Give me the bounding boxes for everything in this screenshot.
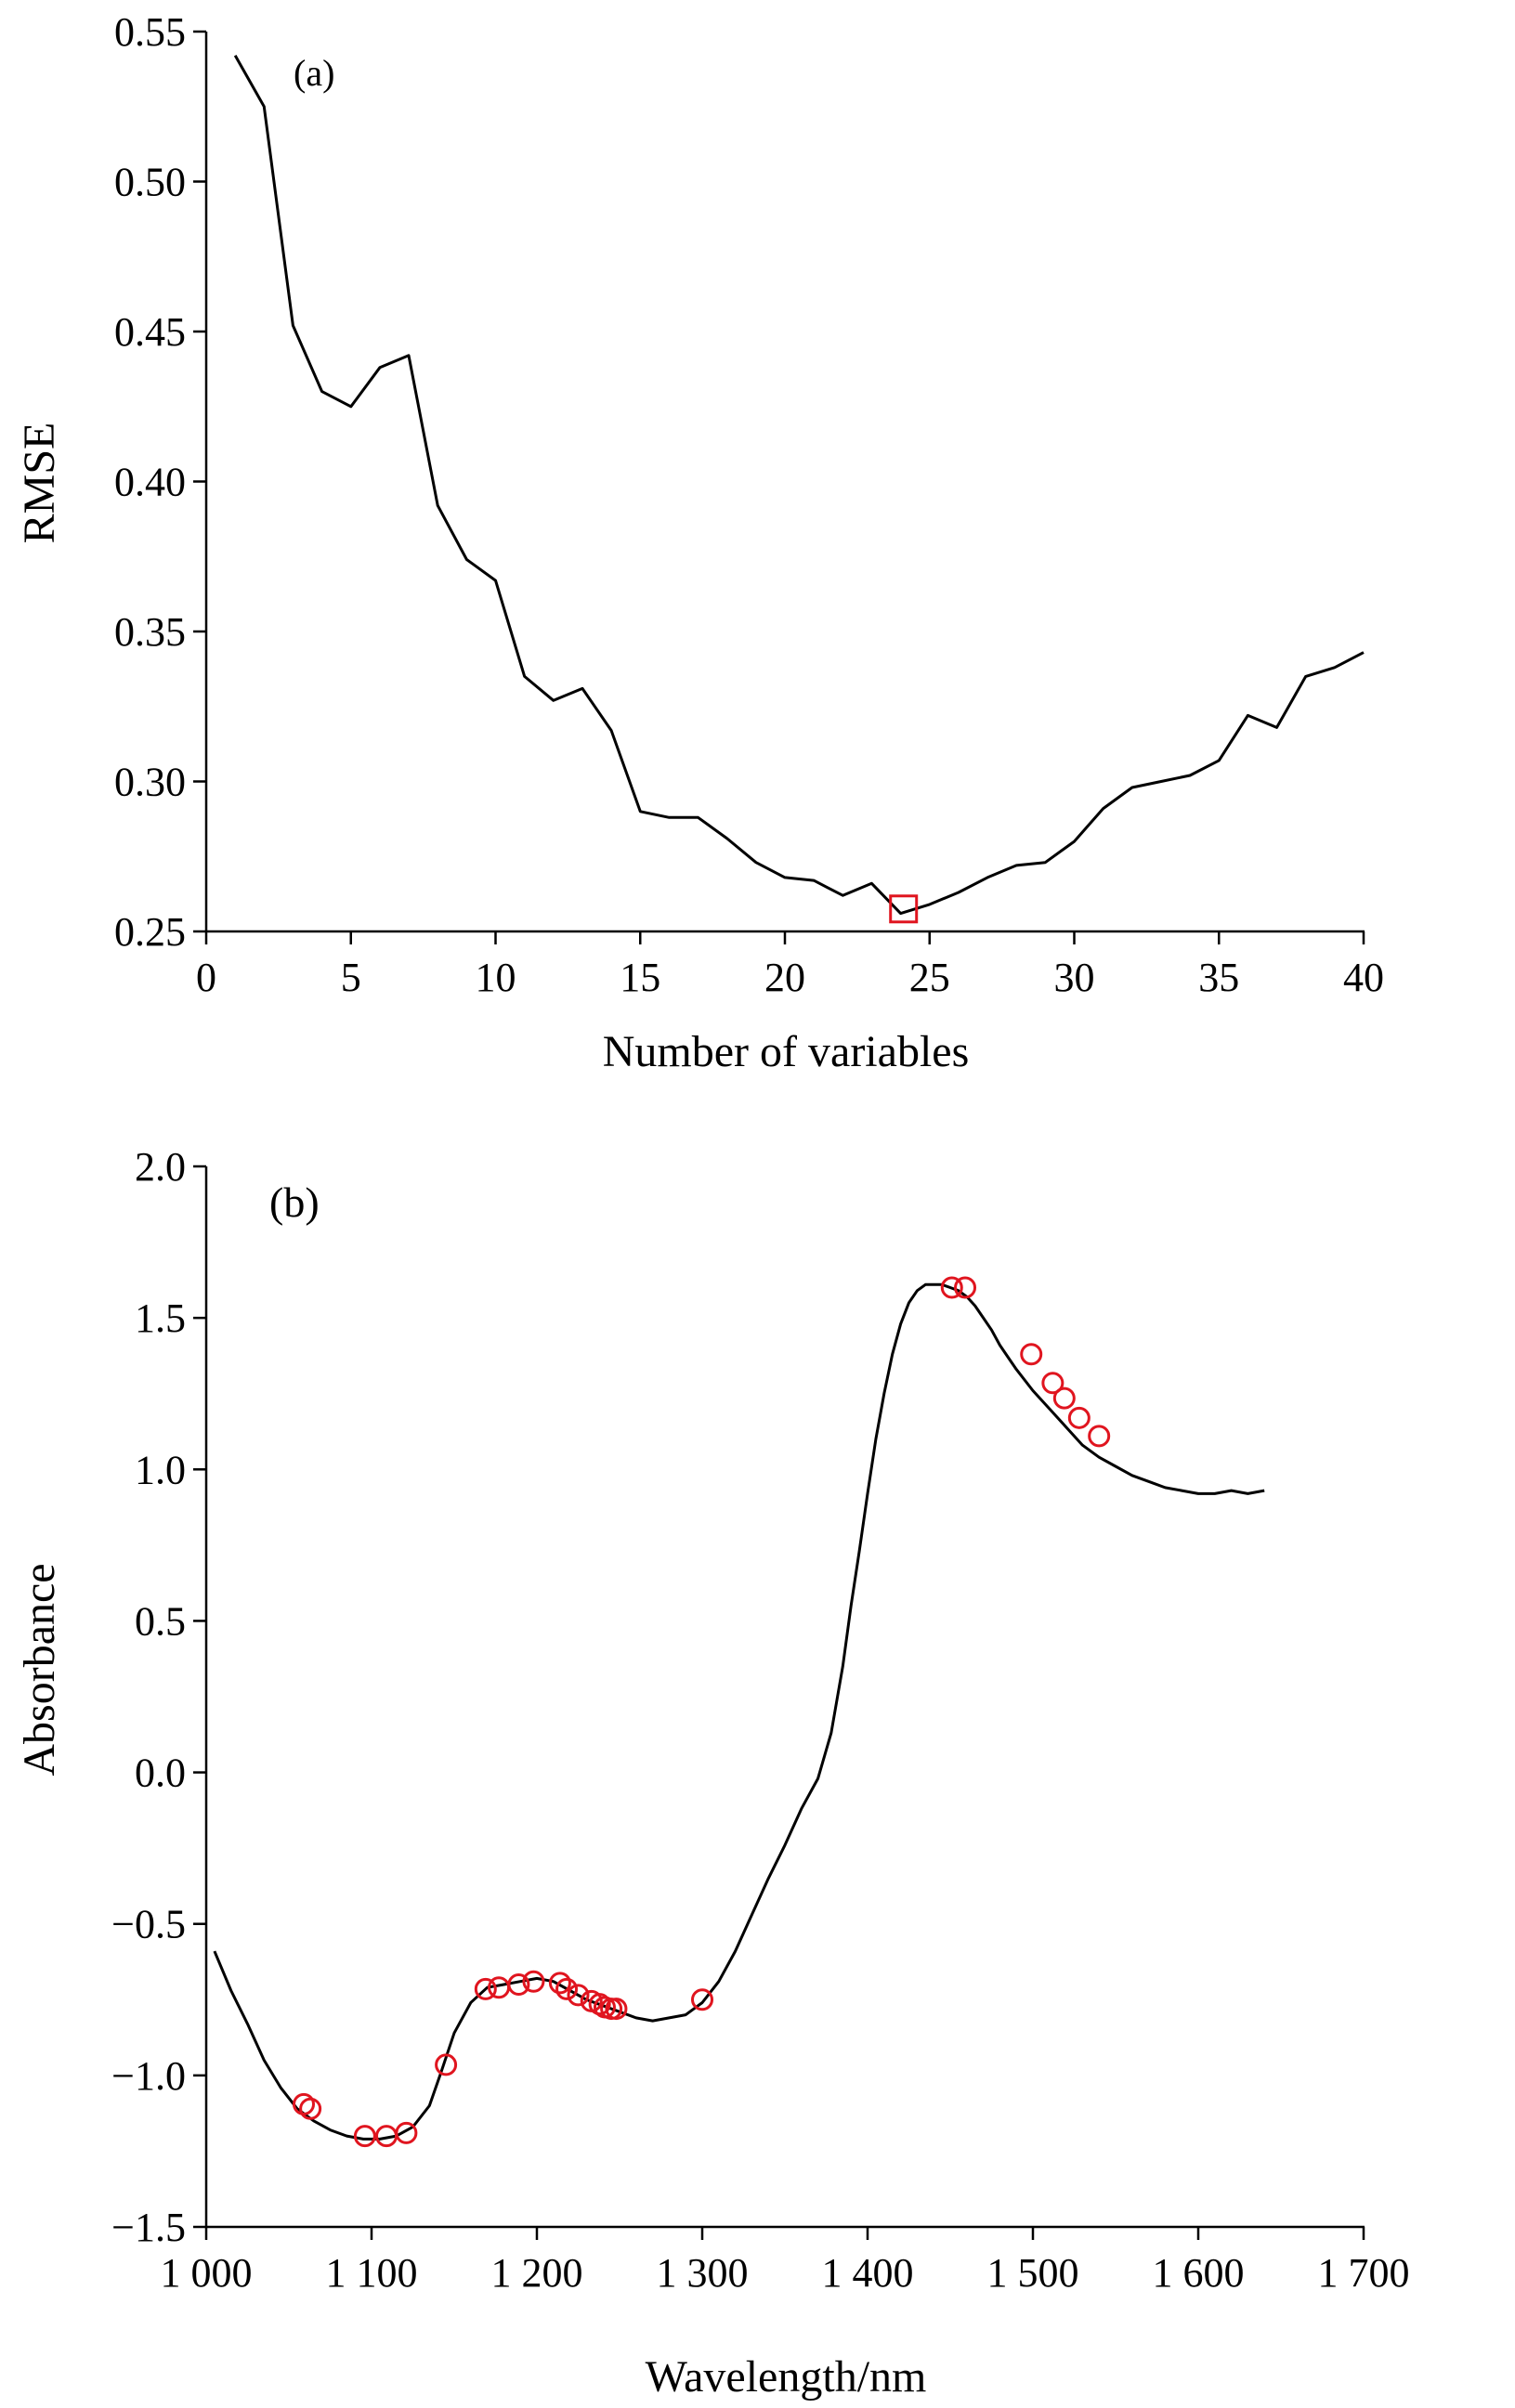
chart-a-x-tick-label: 35 bbox=[1198, 955, 1239, 1000]
chart-b-axes: 1 000 1 100 1 200 1 300 1 400 1 500 1 600 1 700… bbox=[111, 1144, 1409, 2296]
chart-a-y-tick-label: 0.25 bbox=[114, 909, 186, 955]
chart-a: (a) RMSE Number of variables 0 5 10 15 20 25 3… bbox=[15, 9, 1384, 1076]
chart-b-selected-variable-marker bbox=[293, 2092, 316, 2115]
chart-a-y-tick-label: 0.55 bbox=[114, 9, 186, 55]
chart-b-selected-variable-marker bbox=[954, 1276, 977, 1299]
chart-a-x-tick-label: 20 bbox=[764, 955, 805, 1000]
chart-b-selected-variable-marker bbox=[299, 2097, 322, 2120]
chart-b: (b) Absorbance Wavelength/nm 1 000 1 100 1… bbox=[15, 1144, 1410, 2401]
chart-b-series-line bbox=[213, 1282, 1265, 2141]
chart-b-selected-variable-marker bbox=[1067, 1406, 1091, 1429]
chart-a-x-tick-label: 40 bbox=[1343, 955, 1384, 1000]
chart-b-y-tick-label: −0.5 bbox=[111, 1902, 186, 1947]
chart-a-x-tick-label: 0 bbox=[196, 955, 216, 1000]
chart-b-x-tick-label: 1 200 bbox=[491, 2250, 583, 2296]
chart-a-x-tick-label: 5 bbox=[341, 955, 361, 1000]
chart-a-x-tick-label: 15 bbox=[620, 955, 660, 1000]
chart-b-selected-variable-marker bbox=[507, 1972, 530, 1996]
chart-b-selected-variable-marker bbox=[605, 1998, 628, 2021]
chart-b-x-tick-label: 1 300 bbox=[657, 2250, 749, 2296]
chart-b-selected-variable-marker bbox=[691, 1988, 713, 2011]
chart-a-y-axis-label: RMSE bbox=[15, 423, 64, 544]
chart-a-y-tick-label: 0.35 bbox=[114, 609, 186, 655]
chart-b-y-tick-label: 1.0 bbox=[135, 1447, 186, 1492]
chart-a-y-tick-label: 0.30 bbox=[114, 760, 186, 805]
chart-b-selected-variable-marker bbox=[1041, 1372, 1064, 1395]
chart-b-x-tick-label: 1 500 bbox=[987, 2250, 1079, 2296]
chart-a-y-tick-label: 0.45 bbox=[114, 309, 186, 355]
chart-a-x-tick-label: 10 bbox=[476, 955, 516, 1000]
chart-b-selected-variable-marker bbox=[548, 1972, 571, 1995]
chart-b-x-tick-label: 1 000 bbox=[161, 2250, 253, 2296]
chart-a-y-tick-label: 0.50 bbox=[114, 160, 186, 205]
chart-a-optimum-marker bbox=[889, 894, 919, 924]
chart-b-selected-variable-marker bbox=[1052, 1386, 1076, 1410]
chart-b-y-tick-label: −1.0 bbox=[111, 2053, 186, 2099]
chart-b-x-axis-label: Wavelength/nm bbox=[646, 2352, 927, 2401]
chart-b-selected-variable-marker bbox=[1020, 1343, 1043, 1366]
chart-a-series-line bbox=[233, 55, 1365, 916]
chart-b-selected-variable-marker bbox=[567, 1984, 590, 2007]
chart-b-y-tick-label: 0.0 bbox=[135, 1751, 186, 1796]
chart-b-selected-variable-marker bbox=[474, 1977, 497, 2000]
chart-a-axes: 0 5 10 15 20 25 30 35 40 0.25 0.30 0.35 0.40 0.45 0.50… bbox=[114, 9, 1384, 1000]
chart-b-x-tick-label: 1 400 bbox=[822, 2250, 914, 2296]
chart-b-y-axis-label: Absorbance bbox=[15, 1563, 64, 1776]
chart-a-y-tick-label: 0.40 bbox=[114, 460, 186, 505]
chart-b-x-tick-label: 1 100 bbox=[326, 2250, 418, 2296]
chart-b-y-tick-label: 1.5 bbox=[135, 1295, 186, 1341]
chart-b-selected-variable-marker bbox=[940, 1276, 963, 1299]
chart-a-x-tick-label: 25 bbox=[909, 955, 950, 1000]
chart-b-selected-variable-marker bbox=[555, 1977, 579, 2000]
chart-b-panel-label: (b) bbox=[269, 1178, 320, 1226]
chart-a-x-tick-label: 30 bbox=[1054, 955, 1095, 1000]
chart-b-y-tick-label: −1.5 bbox=[111, 2205, 186, 2250]
chart-b-selected-variable-marker bbox=[395, 2121, 418, 2144]
chart-b-x-tick-label: 1 600 bbox=[1153, 2250, 1245, 2296]
chart-b-selected-variable-marker bbox=[1088, 1425, 1111, 1448]
chart-b-x-tick-label: 1 700 bbox=[1318, 2250, 1410, 2296]
chart-a-panel-label: (a) bbox=[294, 52, 334, 94]
chart-b-y-tick-label: 2.0 bbox=[135, 1144, 186, 1190]
chart-b-selected-variable-marker bbox=[353, 2125, 376, 2148]
chart-b-y-tick-label: 0.5 bbox=[135, 1598, 186, 1644]
chart-a-x-axis-label: Number of variables bbox=[603, 1027, 970, 1076]
chart-b-selected-variable-marker bbox=[522, 1970, 545, 1993]
chart-b-selected-variable-marker bbox=[435, 2053, 458, 2076]
chart-b-selected-variable-marker bbox=[588, 1993, 611, 2016]
